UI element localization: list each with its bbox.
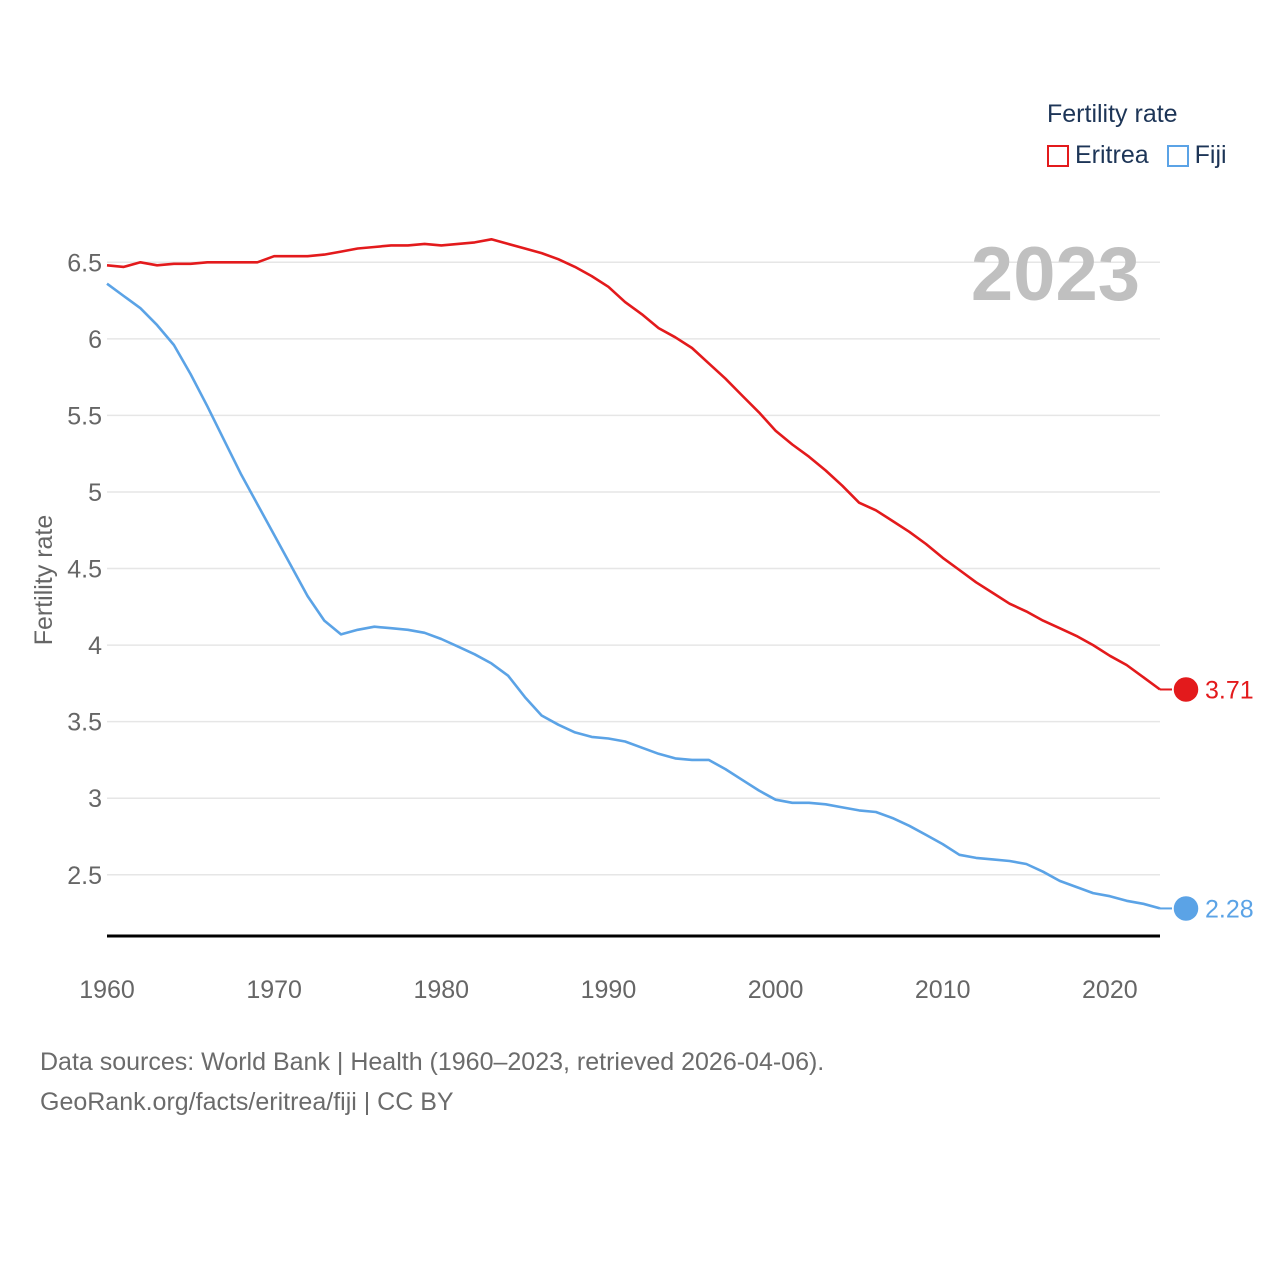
y-tick-label: 6 — [88, 326, 102, 354]
x-tick-label: 2000 — [748, 976, 804, 1004]
data-source-note: Data sources: World Bank | Health (1960–… — [40, 1048, 825, 1076]
x-tick-label: 1960 — [79, 976, 135, 1004]
series-line-fiji — [106, 282, 1161, 910]
legend-label-eritrea: Eritrea — [1075, 141, 1149, 169]
legend-title: Fertility rate — [1047, 100, 1178, 128]
y-tick-label: 4 — [88, 632, 102, 660]
y-tick-labels: 2.5 3 3.5 4 4.5 5 5.5 6 6.5 — [67, 249, 102, 889]
y-tick-label: 5.5 — [67, 402, 102, 430]
eritrea-flag-icon — [1172, 675, 1200, 704]
y-axis-label: Fertility rate — [30, 515, 58, 646]
y-tick-label: 6.5 — [67, 249, 102, 277]
series-lines — [106, 238, 1161, 910]
y-tick-label: 4.5 — [67, 556, 102, 584]
y-tick-label: 2.5 — [67, 862, 102, 890]
end-value-label: 3.71 — [1205, 676, 1254, 704]
x-tick-label: 2020 — [1082, 976, 1138, 1004]
x-tick-label: 1970 — [246, 976, 302, 1004]
series-line-eritrea — [106, 238, 1161, 691]
x-tick-label: 1990 — [581, 976, 637, 1004]
y-tick-label: 3 — [88, 785, 102, 813]
x-tick-label: 1980 — [413, 976, 469, 1004]
legend-item-eritrea[interactable]: Eritrea — [1047, 141, 1149, 170]
x-tick-label: 2010 — [915, 976, 971, 1004]
y-tick-label: 5 — [88, 479, 102, 507]
x-tick-labels: 1960 1970 1980 1990 2000 2010 2020 — [79, 976, 1137, 1004]
fiji-flag-icon — [1172, 894, 1200, 923]
legend: Fertility rate Eritrea Fiji — [1047, 100, 1227, 170]
source-url: GeoRank.org/facts/eritrea/fiji | CC BY — [40, 1088, 454, 1116]
footer: Data sources: World Bank | Health (1960–… — [40, 1042, 824, 1122]
legend-item-fiji[interactable]: Fiji — [1166, 141, 1227, 170]
end-value-label: 2.28 — [1205, 895, 1254, 923]
grid-lines — [107, 261, 1160, 876]
legend-label-fiji: Fiji — [1194, 141, 1227, 169]
year-watermark: 2023 — [971, 232, 1140, 317]
legend-swatch-fiji — [1166, 144, 1189, 167]
y-tick-label: 3.5 — [67, 709, 102, 737]
end-markers: 3.71 2.28 — [1160, 675, 1254, 923]
legend-swatch-eritrea — [1047, 144, 1069, 167]
